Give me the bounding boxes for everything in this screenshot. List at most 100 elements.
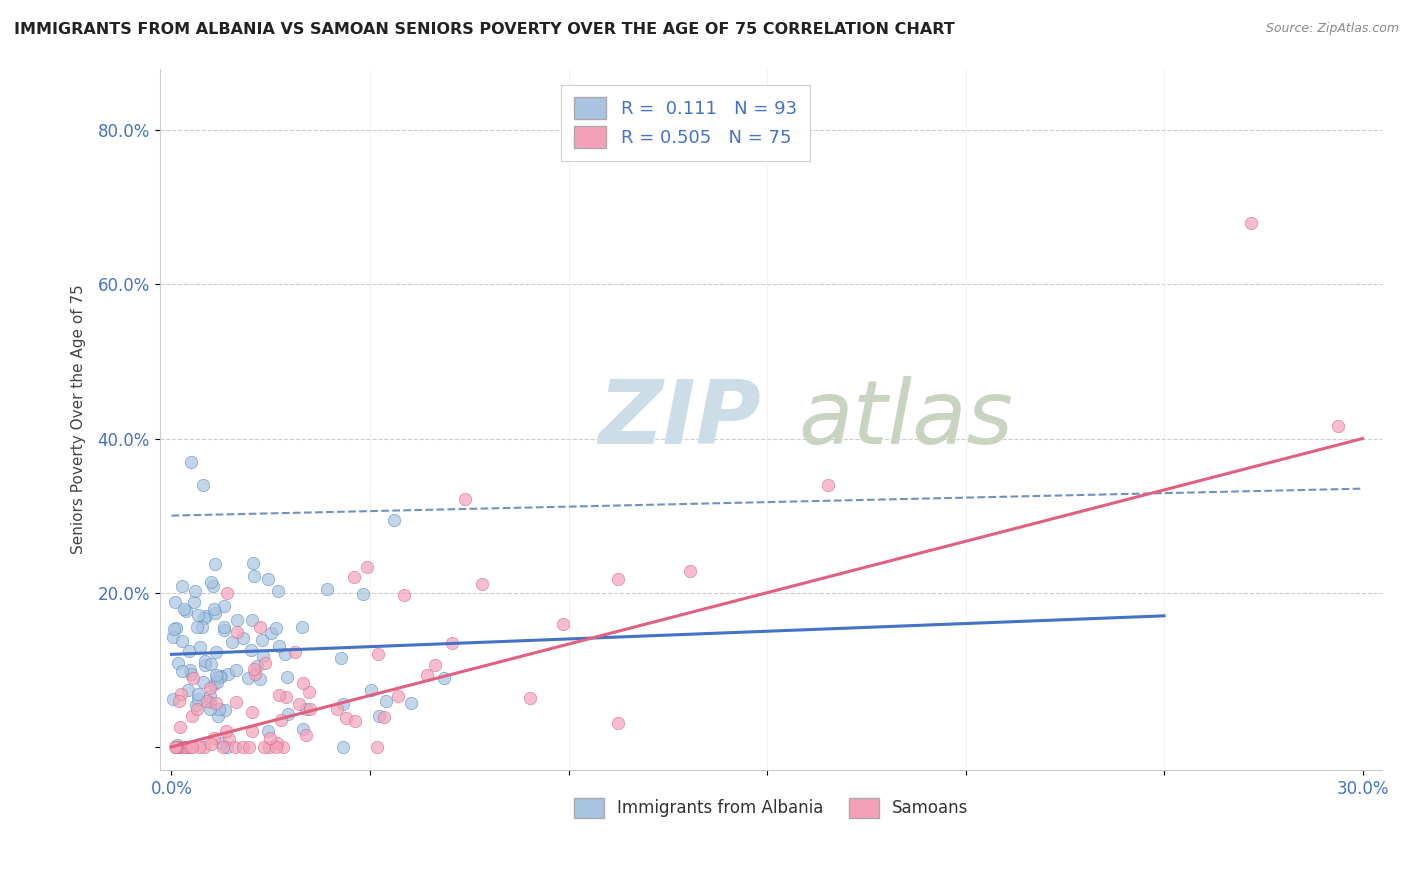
Point [316,582,339,596]
Point [335,711,357,725]
Point [183,595,205,609]
Point [259,731,281,745]
Point [184,698,207,712]
Point [191,674,214,689]
Point [454,492,477,507]
Point [193,654,215,668]
Point [276,670,298,684]
Point [270,713,292,727]
Point [1240,216,1263,230]
Point [170,665,193,679]
Point [221,635,243,649]
Point [200,737,222,751]
Point [232,631,254,645]
Point [166,739,188,754]
Point [205,674,228,689]
Point [392,588,415,602]
Point [170,739,193,754]
Point [224,739,246,754]
Y-axis label: Seniors Poverty Over the Age of 75: Seniors Poverty Over the Age of 75 [72,285,86,554]
Point [367,709,389,723]
Point [204,668,226,682]
Point [226,613,249,627]
Point [440,636,463,650]
Point [387,689,409,703]
Point [274,690,297,704]
Point [274,647,297,661]
Point [367,647,389,661]
Point [253,739,276,754]
Point [208,670,231,684]
Point [399,697,422,711]
Point [242,569,264,583]
Point [194,609,217,624]
Point [202,601,225,615]
Point [243,667,266,681]
Point [209,669,232,683]
Point [204,676,226,690]
Point [551,617,574,632]
Point [267,688,290,702]
Point [343,570,366,584]
Point [193,739,215,754]
Point [209,736,232,750]
Point [166,739,188,753]
Point [252,649,274,664]
Point [269,639,291,653]
Point [291,675,314,690]
Point [243,662,266,676]
Point [246,659,269,673]
Point [232,739,254,754]
Point [202,731,225,746]
Point [200,681,222,695]
Point [162,691,184,706]
Point [284,645,307,659]
Point [292,722,315,736]
Point [352,586,374,600]
Point [242,556,264,570]
Point [218,732,240,747]
Point [217,666,239,681]
Point [215,739,238,754]
Legend: Immigrants from Albania, Samoans: Immigrants from Albania, Samoans [567,791,974,825]
Point [214,599,236,614]
Point [205,669,228,683]
Point [225,695,247,709]
Point [198,689,221,703]
Point [288,698,311,712]
Point [165,595,187,609]
Point [267,583,290,598]
Point [170,634,193,648]
Text: IMMIGRANTS FROM ALBANIA VS SAMOAN SENIORS POVERTY OVER THE AGE OF 75 CORRELATION: IMMIGRANTS FROM ALBANIA VS SAMOAN SENIOR… [14,22,955,37]
Point [225,663,247,677]
Point [198,695,221,709]
Point [606,572,628,586]
Point [257,572,280,586]
Point [177,682,200,697]
Point [607,715,630,730]
Point [249,673,271,687]
Point [165,739,187,754]
Point [170,579,193,593]
Point [179,739,201,754]
Point [180,666,202,681]
Point [252,632,274,647]
Point [416,668,439,682]
Point [180,455,202,469]
Point [271,739,294,754]
Point [295,728,318,742]
Point [183,583,205,598]
Point [214,623,236,637]
Point [423,657,446,672]
Point [174,739,197,754]
Point [169,720,191,734]
Point [326,702,349,716]
Point [298,702,321,716]
Point [177,644,200,658]
Point [214,703,236,717]
Point [471,576,494,591]
Point [165,739,187,754]
Point [374,693,396,707]
Text: ZIP: ZIP [598,376,761,463]
Point [187,687,209,701]
